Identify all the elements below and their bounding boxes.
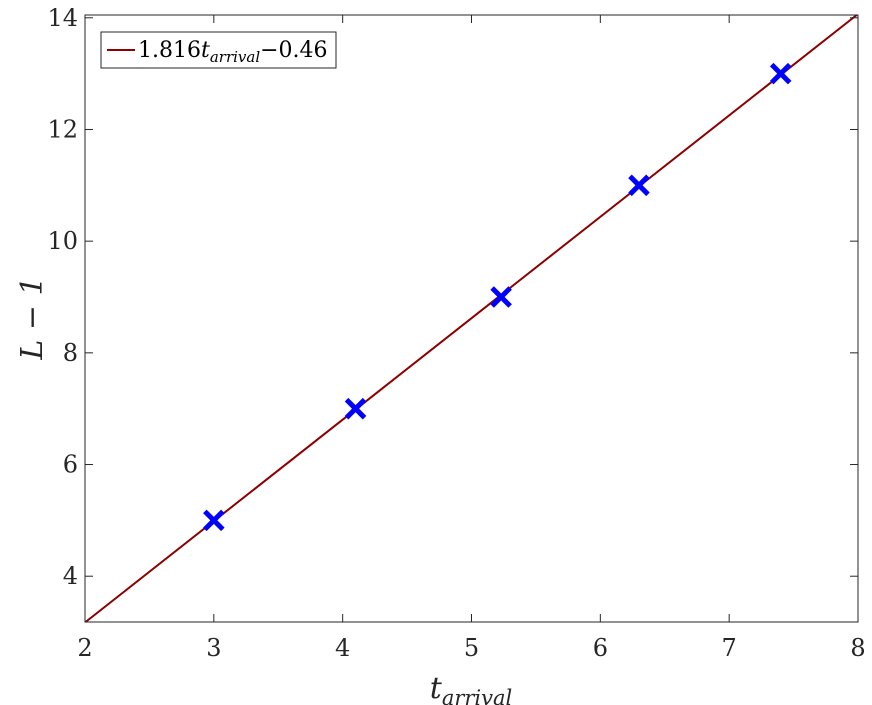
y-tick-label: 14 bbox=[47, 4, 78, 32]
x-tick-label: 8 bbox=[850, 634, 865, 662]
marker-layer bbox=[203, 62, 792, 532]
y-tick-label: 12 bbox=[47, 115, 78, 143]
x-tick-label: 2 bbox=[77, 634, 92, 662]
y-axis-label: L − 1 bbox=[15, 276, 50, 360]
x-tick-label: 5 bbox=[464, 634, 479, 662]
y-axis-ticks: 4 6 8 10 12 14 bbox=[47, 4, 858, 590]
legend-box bbox=[100, 31, 337, 69]
x-axis-ticks: 2 3 4 5 6 7 8 bbox=[77, 15, 866, 662]
data-point-marker bbox=[628, 174, 650, 197]
y-tick-label: 4 bbox=[63, 562, 78, 590]
x-axis-label: tarrival bbox=[430, 671, 512, 705]
x-tick-label: 7 bbox=[722, 634, 737, 662]
data-point-marker bbox=[203, 509, 225, 532]
legend: 1.816tarrival−0.46 bbox=[100, 31, 337, 69]
x-tick-label: 6 bbox=[593, 634, 608, 662]
x-tick-label: 3 bbox=[206, 634, 221, 662]
y-tick-label: 6 bbox=[63, 451, 78, 479]
data-point-marker bbox=[769, 62, 792, 85]
y-tick-label: 10 bbox=[47, 227, 78, 255]
y-tick-label: 8 bbox=[63, 339, 78, 367]
data-point-marker bbox=[490, 286, 512, 308]
x-tick-label: 4 bbox=[335, 634, 350, 662]
legend-label: 1.816tarrival−0.46 bbox=[138, 38, 328, 66]
data-point-marker bbox=[344, 397, 367, 420]
